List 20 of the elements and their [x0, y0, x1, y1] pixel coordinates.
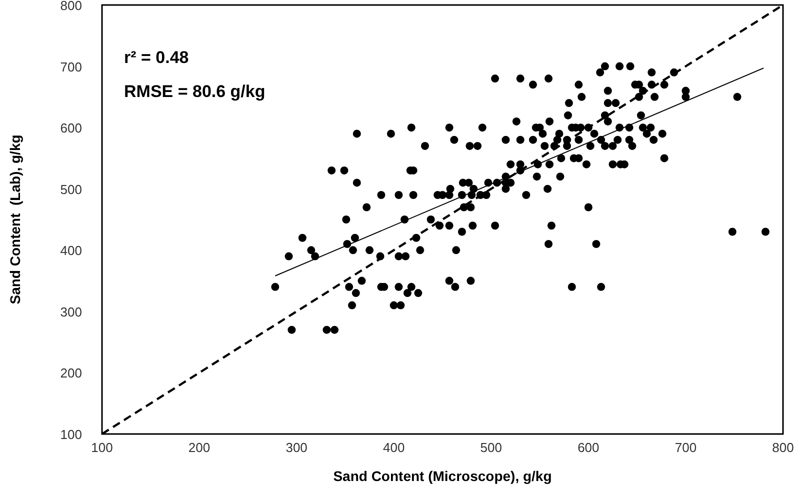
x-tick-label: 500: [480, 440, 502, 455]
x-tick-label: 600: [578, 440, 600, 455]
y-axis-title: Sand Content (Lab), g/kg: [7, 134, 23, 304]
x-tick-label: 400: [383, 440, 405, 455]
x-tick-label: 200: [188, 440, 210, 455]
y-tick-label: 700: [60, 59, 82, 74]
y-tick-label: 500: [60, 182, 82, 197]
x-tick-label: 300: [286, 440, 308, 455]
x-tick-label: 800: [772, 440, 794, 455]
x-tick-label: 700: [674, 440, 697, 455]
annotation: r² = 0.48: [124, 48, 189, 67]
y-tick-label: 400: [60, 243, 82, 258]
x-axis-title: Sand Content (Microscope), g/kg: [333, 468, 552, 484]
x-tick-label: 100: [91, 440, 113, 455]
y-tick-label: 100: [60, 427, 82, 442]
y-tick-label: 800: [60, 0, 82, 13]
y-tick-label: 200: [60, 366, 82, 381]
y-tick-label: 600: [60, 120, 82, 136]
y-tick-label: 300: [60, 304, 82, 320]
annotation: RMSE = 80.6 g/kg: [124, 82, 266, 101]
